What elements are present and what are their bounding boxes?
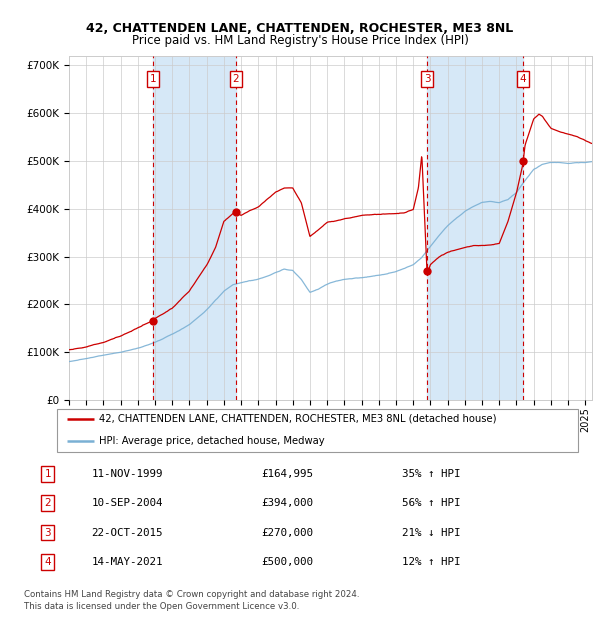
Text: £270,000: £270,000 bbox=[261, 528, 313, 538]
Text: 22-OCT-2015: 22-OCT-2015 bbox=[92, 528, 163, 538]
Text: 4: 4 bbox=[520, 74, 526, 84]
Text: 1: 1 bbox=[44, 469, 51, 479]
Text: 12% ↑ HPI: 12% ↑ HPI bbox=[402, 557, 460, 567]
Text: £164,995: £164,995 bbox=[261, 469, 313, 479]
Text: 35% ↑ HPI: 35% ↑ HPI bbox=[402, 469, 460, 479]
Text: 4: 4 bbox=[44, 557, 51, 567]
Text: 2: 2 bbox=[44, 498, 51, 508]
Bar bbox=[153, 56, 236, 400]
Text: 2: 2 bbox=[233, 74, 239, 84]
Text: 42, CHATTENDEN LANE, CHATTENDEN, ROCHESTER, ME3 8NL (detached house): 42, CHATTENDEN LANE, CHATTENDEN, ROCHEST… bbox=[99, 414, 496, 424]
Text: 56% ↑ HPI: 56% ↑ HPI bbox=[402, 498, 460, 508]
Text: 3: 3 bbox=[44, 528, 51, 538]
Text: Contains HM Land Registry data © Crown copyright and database right 2024.
This d: Contains HM Land Registry data © Crown c… bbox=[24, 590, 359, 611]
Text: 1: 1 bbox=[149, 74, 156, 84]
Text: £500,000: £500,000 bbox=[261, 557, 313, 567]
Text: HPI: Average price, detached house, Medway: HPI: Average price, detached house, Medw… bbox=[99, 436, 325, 446]
Text: 14-MAY-2021: 14-MAY-2021 bbox=[92, 557, 163, 567]
Text: 11-NOV-1999: 11-NOV-1999 bbox=[92, 469, 163, 479]
Bar bbox=[427, 56, 523, 400]
Text: Price paid vs. HM Land Registry's House Price Index (HPI): Price paid vs. HM Land Registry's House … bbox=[131, 34, 469, 47]
Text: 3: 3 bbox=[424, 74, 430, 84]
Text: 10-SEP-2004: 10-SEP-2004 bbox=[92, 498, 163, 508]
Text: 21% ↓ HPI: 21% ↓ HPI bbox=[402, 528, 460, 538]
Text: 42, CHATTENDEN LANE, CHATTENDEN, ROCHESTER, ME3 8NL: 42, CHATTENDEN LANE, CHATTENDEN, ROCHEST… bbox=[86, 22, 514, 35]
FancyBboxPatch shape bbox=[56, 409, 578, 452]
Text: £394,000: £394,000 bbox=[261, 498, 313, 508]
